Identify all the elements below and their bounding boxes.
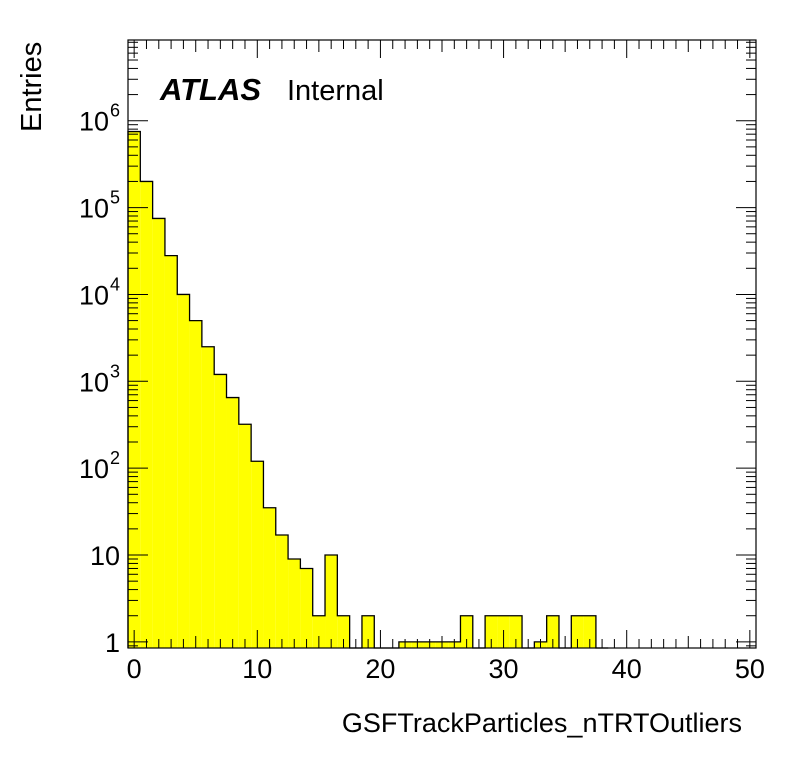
- histogram-bar: [226, 397, 239, 648]
- y-tick-exponent: 3: [110, 361, 120, 381]
- histogram-bar: [140, 181, 153, 649]
- histogram-bar: [337, 615, 350, 648]
- y-tick-exponent: 2: [110, 448, 120, 468]
- y-tick-label: 10: [79, 280, 109, 310]
- histogram-bar: [238, 424, 252, 648]
- y-tick-exponent: 4: [110, 274, 120, 294]
- histogram-bar: [201, 346, 215, 648]
- y-tick-label: 10: [90, 541, 120, 571]
- histogram-bar: [546, 615, 559, 648]
- histogram-bar: [189, 320, 202, 648]
- x-tick-label: 40: [612, 654, 642, 684]
- y-tick-label: 1: [105, 628, 120, 658]
- histogram-bar: [263, 507, 276, 648]
- y-tick-exponent: 6: [110, 101, 120, 121]
- plot-frame: [127, 39, 757, 649]
- histogram-bar: [325, 555, 338, 648]
- axis-ticks: [128, 40, 756, 648]
- x-tick-label: 10: [242, 654, 272, 684]
- atlas-label: ATLAS: [159, 72, 261, 107]
- x-tick-label: 20: [365, 654, 395, 684]
- histogram-bar: [251, 461, 264, 648]
- histogram-bar: [361, 615, 375, 648]
- y-tick-label: 10: [79, 194, 109, 224]
- histogram-bar: [164, 255, 178, 648]
- y-tick-label: 10: [79, 454, 109, 484]
- histogram-bar: [583, 615, 596, 648]
- y-axis-label: Entries: [16, 42, 48, 132]
- x-tick-labels: 0 10 20 30 40 50: [127, 654, 765, 684]
- histogram-bar: [312, 615, 326, 648]
- histogram-bar: [460, 615, 473, 648]
- x-axis-label: GSFTrackParticles_nTRTOutliers: [342, 708, 742, 738]
- histogram-bar: [485, 615, 498, 648]
- histogram-bar: [571, 615, 584, 648]
- histogram-bar: [300, 568, 313, 648]
- histogram-bar: [509, 615, 523, 648]
- x-tick-label: 30: [489, 654, 519, 684]
- histogram-bar: [275, 534, 289, 648]
- y-tick-label: 10: [79, 367, 109, 397]
- internal-label: Internal: [287, 75, 384, 107]
- y-tick-label: 10: [79, 107, 109, 137]
- histogram-bar: [152, 218, 165, 648]
- histogram-bars: [128, 131, 596, 649]
- y-tick-exponent: 5: [110, 188, 120, 208]
- histogram-bar: [214, 374, 227, 648]
- x-tick-label: 0: [127, 654, 142, 684]
- histogram-bar: [288, 558, 301, 648]
- histogram-bar: [177, 294, 190, 648]
- x-tick-label: 50: [735, 654, 765, 684]
